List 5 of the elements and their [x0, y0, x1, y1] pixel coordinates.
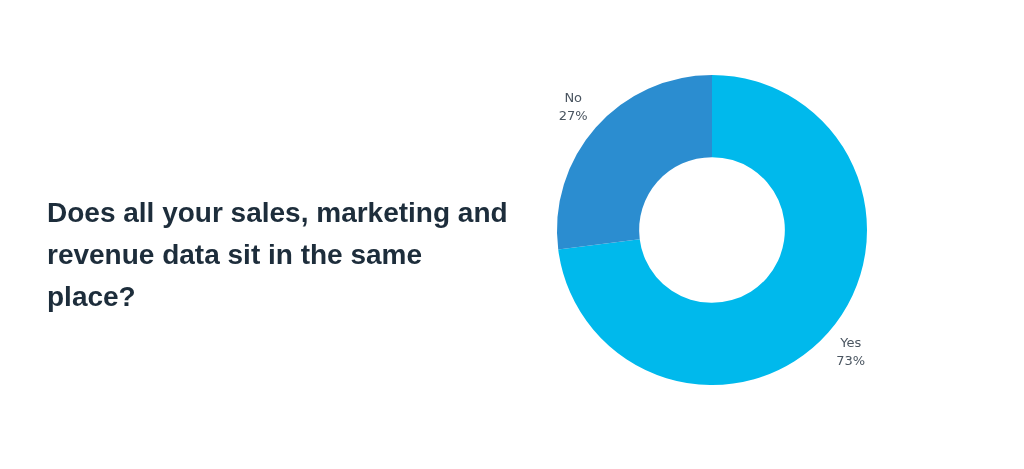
text: Does all your sales, marketing and revenue data sit in the same place? — [47, 196, 509, 314]
slice-label: Yes — [839, 334, 862, 350]
data-label: 27% — [558, 108, 588, 124]
data-label: 73% — [836, 352, 866, 368]
slice-label: No — [564, 90, 583, 106]
